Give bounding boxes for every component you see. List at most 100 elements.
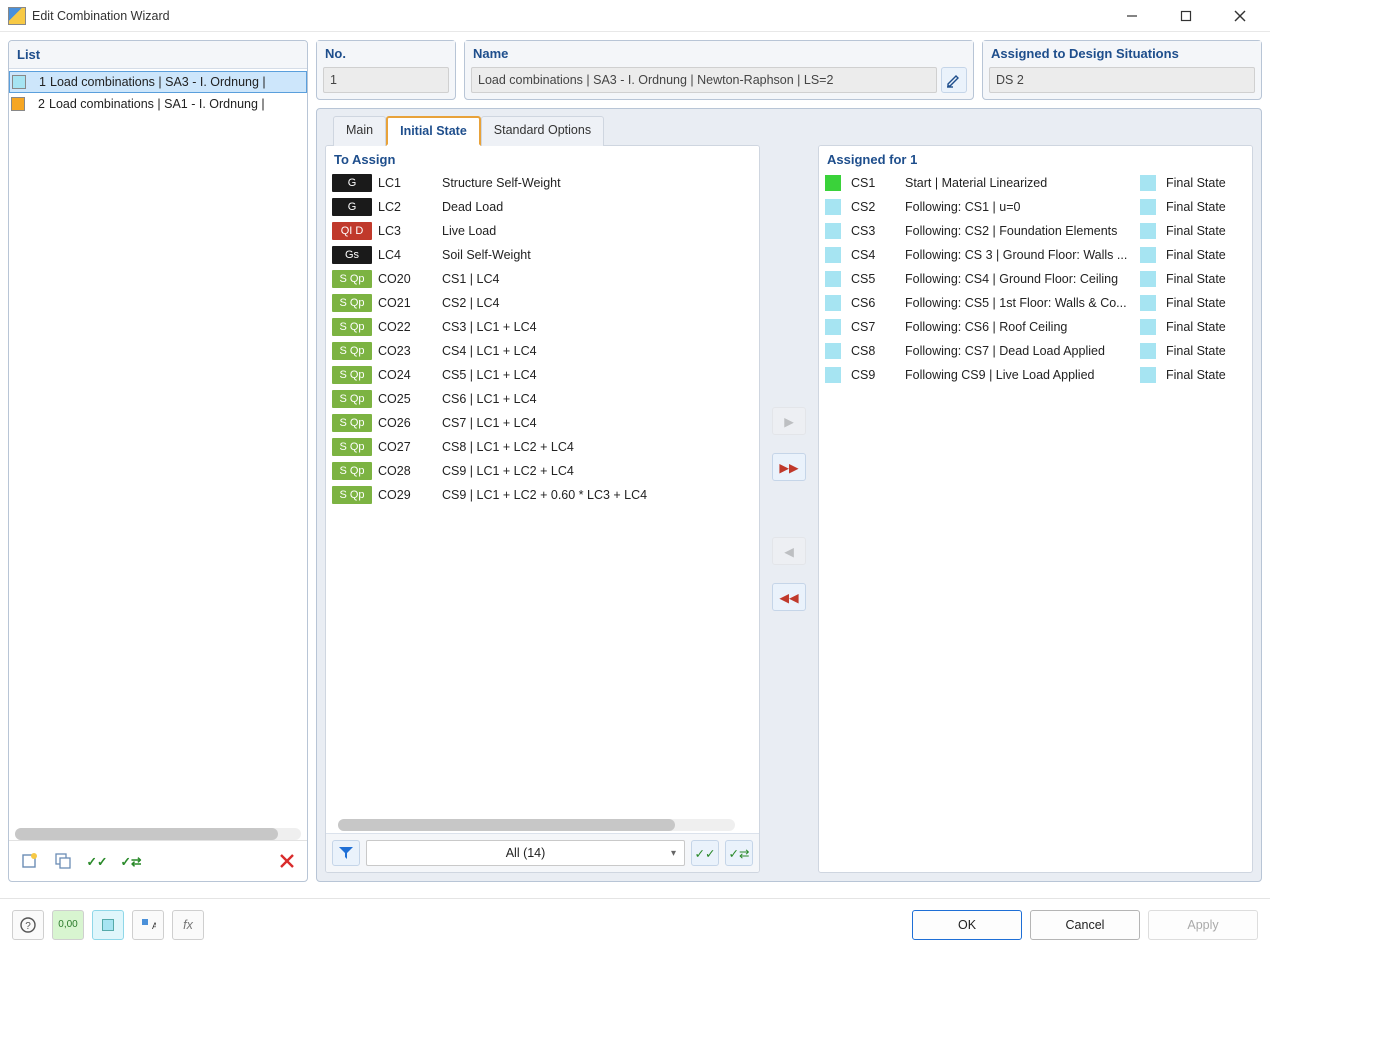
no-panel: No. [316,40,456,100]
list-row[interactable]: 2Load combinations | SA1 - I. Ordnung | [9,93,307,115]
tab-initial-state[interactable]: Initial State [386,116,481,146]
assigned-for-table[interactable]: CS1Start | Material LinearizedFinal Stat… [819,171,1252,872]
assigned-row[interactable]: CS5Following: CS4 | Ground Floor: Ceilin… [819,267,1252,291]
close-button[interactable] [1222,2,1258,30]
category-badge: G [332,174,372,192]
window-title: Edit Combination Wizard [32,9,170,23]
row-code: LC4 [378,248,436,262]
category-badge: S Qp [332,486,372,504]
filter-select[interactable]: All (14) [366,840,685,866]
row-desc: Live Load [442,224,753,238]
filter-button[interactable] [332,840,360,866]
assigned-row[interactable]: CS9Following CS9 | Live Load AppliedFina… [819,363,1252,387]
edit-name-button[interactable] [941,67,967,93]
minimize-button[interactable] [1114,2,1150,30]
new-item-button[interactable] [15,847,43,875]
list-row[interactable]: 1 Load combinations | SA3 - I. Ordnung | [9,71,307,93]
to-assign-row[interactable]: S QpCO20CS1 | LC4 [326,267,759,291]
assigned-panel: Assigned to Design Situations [982,40,1262,100]
maximize-button[interactable] [1168,2,1204,30]
move-all-left-button[interactable]: ◀◀ [772,583,806,611]
to-assign-row[interactable]: GLC1Structure Self-Weight [326,171,759,195]
assigned-row[interactable]: CS2Following: CS1 | u=0Final State [819,195,1252,219]
list-text: Load combinations | SA3 - I. Ordnung | [50,75,266,89]
assigned-row[interactable]: CS6Following: CS5 | 1st Floor: Walls & C… [819,291,1252,315]
move-left-button[interactable]: ◀ [772,537,806,565]
function-button[interactable]: fx [172,910,204,940]
list-index: 1 [32,75,46,89]
title-bar: Edit Combination Wizard [0,0,1270,32]
to-assign-row[interactable]: S QpCO23CS4 | LC1 + LC4 [326,339,759,363]
row-code: CO25 [378,392,436,406]
row-state: Final State [1166,296,1246,310]
list-h-scrollbar[interactable] [15,828,301,840]
row-desc: Following CS9 | Live Load Applied [905,368,1134,382]
to-assign-row[interactable]: GsLC4Soil Self-Weight [326,243,759,267]
name-input[interactable] [471,67,937,93]
to-assign-row[interactable]: S QpCO26CS7 | LC1 + LC4 [326,411,759,435]
row-state: Final State [1166,248,1246,262]
row-desc: Structure Self-Weight [442,176,753,190]
transfer-column: ▶ ▶▶ ◀ ◀◀ [766,145,812,873]
category-badge: S Qp [332,318,372,336]
state-chip [825,175,841,191]
to-assign-h-scrollbar[interactable] [338,819,735,831]
row-desc: CS9 | LC1 + LC2 + 0.60 * LC3 + LC4 [442,488,753,502]
assigned-row[interactable]: CS8Following: CS7 | Dead Load AppliedFin… [819,339,1252,363]
row-state: Final State [1166,176,1246,190]
state-chip [825,271,841,287]
final-chip [1140,247,1156,263]
check-filter-button[interactable]: ✓✓ [691,840,719,866]
row-desc: CS4 | LC1 + LC4 [442,344,753,358]
to-assign-row[interactable]: S QpCO27CS8 | LC1 + LC2 + LC4 [326,435,759,459]
ok-button[interactable]: OK [912,910,1022,940]
tabs-area: MainInitial StateStandard Options To Ass… [316,108,1262,882]
to-assign-row[interactable]: S QpCO29CS9 | LC1 + LC2 + 0.60 * LC3 + L… [326,483,759,507]
to-assign-row[interactable]: S QpCO24CS5 | LC1 + LC4 [326,363,759,387]
help-button[interactable]: ? [12,910,44,940]
cancel-button[interactable]: Cancel [1030,910,1140,940]
tab-standard-options[interactable]: Standard Options [481,116,604,146]
assigned-input[interactable] [989,67,1255,93]
annotate-button[interactable]: A [132,910,164,940]
tab-main[interactable]: Main [333,116,386,146]
row-code: CS2 [851,200,899,214]
duplicate-item-button[interactable] [49,847,77,875]
move-all-right-button[interactable]: ▶▶ [772,453,806,481]
to-assign-row[interactable]: S QpCO28CS9 | LC1 + LC2 + LC4 [326,459,759,483]
no-input[interactable] [323,67,449,93]
assigned-row[interactable]: CS1Start | Material LinearizedFinal Stat… [819,171,1252,195]
list-text: Load combinations | SA1 - I. Ordnung | [49,97,265,111]
row-desc: Start | Material Linearized [905,176,1134,190]
to-assign-row[interactable]: S QpCO22CS3 | LC1 + LC4 [326,315,759,339]
units-button[interactable]: 0,00 [52,910,84,940]
row-desc: CS9 | LC1 + LC2 + LC4 [442,464,753,478]
to-assign-row[interactable]: S QpCO21CS2 | LC4 [326,291,759,315]
to-assign-row[interactable]: QI DLC3Live Load [326,219,759,243]
name-panel: Name [464,40,974,100]
state-chip [825,343,841,359]
row-code: CO22 [378,320,436,334]
to-assign-row[interactable]: GLC2Dead Load [326,195,759,219]
to-assign-table[interactable]: GLC1Structure Self-WeightGLC2Dead LoadQI… [326,171,759,833]
check-sync-button[interactable]: ✓⇄ [117,847,145,875]
assigned-row[interactable]: CS3Following: CS2 | Foundation ElementsF… [819,219,1252,243]
category-badge: Gs [332,246,372,264]
color-toggle-button[interactable] [92,910,124,940]
row-desc: Following: CS7 | Dead Load Applied [905,344,1134,358]
assigned-row[interactable]: CS7Following: CS6 | Roof CeilingFinal St… [819,315,1252,339]
right-panel: No. Name Assigned to Design Situations M… [316,40,1262,882]
list-toolbar: ✓✓ ✓⇄ [9,840,307,881]
check-all-button[interactable]: ✓✓ [83,847,111,875]
delete-item-button[interactable] [273,847,301,875]
move-right-button[interactable]: ▶ [772,407,806,435]
category-badge: QI D [332,222,372,240]
sync-filter-button[interactable]: ✓⇄ [725,840,753,866]
apply-button[interactable]: Apply [1148,910,1258,940]
state-chip [825,295,841,311]
row-code: CS4 [851,248,899,262]
assigned-row[interactable]: CS4Following: CS 3 | Ground Floor: Walls… [819,243,1252,267]
to-assign-row[interactable]: S QpCO25CS6 | LC1 + LC4 [326,387,759,411]
row-desc: CS1 | LC4 [442,272,753,286]
row-desc: Following: CS2 | Foundation Elements [905,224,1134,238]
